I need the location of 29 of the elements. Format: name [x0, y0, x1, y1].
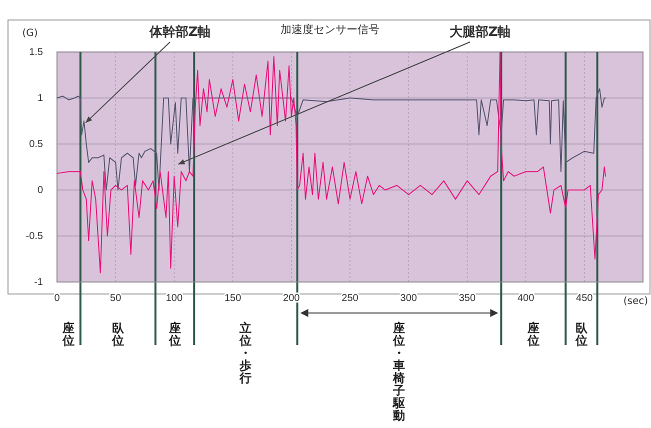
y-tick-label: -0.5	[26, 231, 44, 242]
text: 立位・歩行	[238, 321, 252, 385]
line-series	[56, 52, 606, 274]
y-tick-label: 1	[37, 93, 44, 104]
x-tick-label: 450	[576, 293, 594, 304]
y-tick-label: -1	[34, 277, 44, 288]
x-tick-label: 250	[342, 293, 359, 304]
x-tick-label: 50	[110, 293, 122, 304]
text: 体幹部Z軸	[148, 24, 211, 40]
text: 座位・車椅子駆動	[392, 321, 406, 422]
text: 座位	[168, 321, 181, 348]
text: 臥位	[574, 321, 588, 348]
text: 臥位	[110, 321, 125, 348]
x-tick-label: 100	[166, 293, 183, 304]
x-tick-label: 350	[458, 293, 476, 304]
chart-title: 加速度センサー信号	[280, 23, 380, 36]
x-axis-title: (sec)	[623, 296, 648, 307]
y-tick-label: 0.5	[29, 139, 44, 150]
x-tick-label: 150	[224, 293, 242, 304]
y-tick-label: 1.5	[29, 47, 44, 58]
y-tick-label: 0	[37, 185, 44, 196]
x-tick-label: 0	[54, 293, 60, 304]
y-axis-title: (G)	[22, 28, 38, 39]
x-tick-label: 300	[400, 293, 418, 304]
series-label: 大腿部Z軸	[449, 24, 511, 40]
text: 座位	[62, 321, 75, 348]
x-tick-label: 400	[517, 293, 535, 304]
text: 座位	[526, 321, 540, 348]
line-series	[56, 88, 606, 190]
